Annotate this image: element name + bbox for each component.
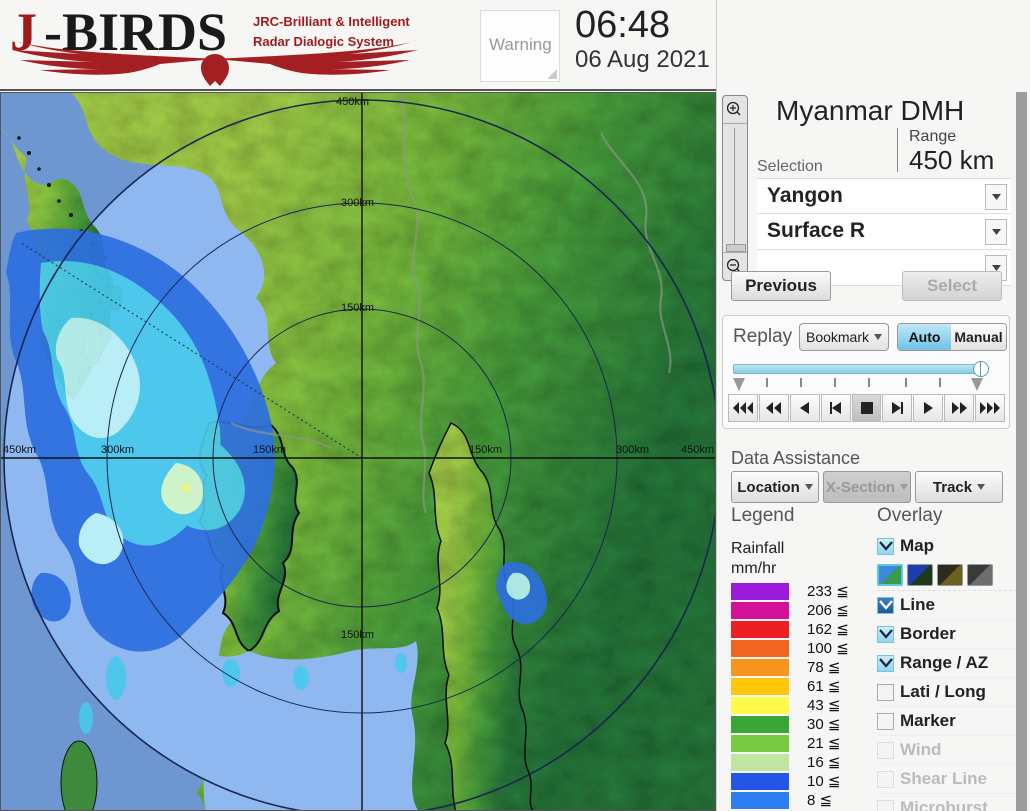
svg-text:300km: 300km — [101, 444, 134, 456]
svg-text:300km: 300km — [616, 444, 649, 456]
svg-text:450km: 450km — [3, 444, 36, 456]
svg-text:300km: 300km — [341, 197, 374, 209]
svg-text:150km: 150km — [469, 444, 502, 456]
svg-text:JRC-Brilliant & Intelligent: JRC-Brilliant & Intelligent — [253, 14, 410, 29]
svg-text:450km: 450km — [336, 96, 369, 108]
svg-text:450km: 450km — [681, 444, 714, 456]
svg-text:150km: 150km — [341, 629, 374, 641]
svg-text:150km: 150km — [341, 302, 374, 314]
svg-text:150km: 150km — [253, 444, 286, 456]
svg-text:Radar Dialogic System: Radar Dialogic System — [253, 34, 394, 49]
svg-text:-BIRDS: -BIRDS — [44, 2, 227, 62]
